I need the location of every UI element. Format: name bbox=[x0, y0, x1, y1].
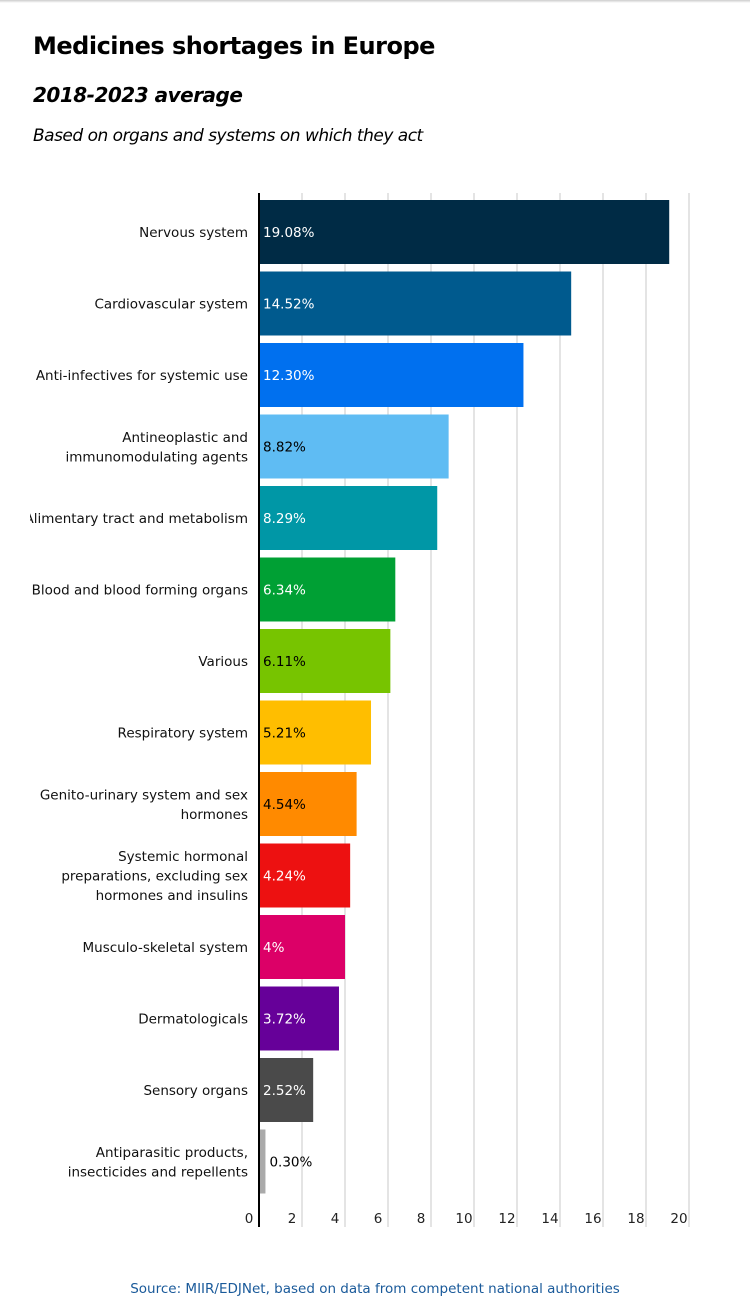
category-label: Anti-infectives for systemic use bbox=[36, 368, 248, 384]
bar bbox=[259, 486, 438, 550]
x-tick-label: 14 bbox=[541, 1211, 558, 1227]
data-label: 5.21% bbox=[263, 726, 306, 742]
bar bbox=[259, 557, 396, 622]
chart-description: Based on organs and systems on which the… bbox=[33, 126, 423, 146]
x-tick-label: 16 bbox=[584, 1211, 601, 1227]
data-label: 6.34% bbox=[263, 583, 306, 599]
bar bbox=[259, 915, 345, 979]
data-label: 0.30% bbox=[269, 1155, 312, 1171]
bar bbox=[259, 200, 670, 264]
bar bbox=[259, 629, 391, 693]
data-label: 14.52% bbox=[263, 297, 315, 313]
data-label: 12.30% bbox=[263, 368, 315, 384]
data-label: 4% bbox=[263, 940, 285, 956]
category-label: Antiparasitic products, bbox=[96, 1145, 248, 1161]
bar bbox=[259, 772, 357, 836]
source-note: Source: MIIR/EDJNet, based on data from … bbox=[130, 1281, 620, 1297]
category-label: Musculo-skeletal system bbox=[83, 940, 249, 956]
category-label: Antineoplastic and bbox=[122, 430, 248, 446]
category-label: Genito-urinary system and sex bbox=[40, 787, 248, 803]
bar bbox=[259, 1058, 314, 1122]
category-label: Systemic hormonal bbox=[118, 849, 248, 865]
x-tick-label: 0 bbox=[245, 1211, 254, 1227]
category-label: immunomodulating agents bbox=[66, 449, 248, 465]
bar bbox=[259, 986, 339, 1051]
data-label: 3.72% bbox=[263, 1012, 306, 1028]
data-label: 4.54% bbox=[263, 797, 306, 813]
category-label: hormones and insulins bbox=[96, 888, 248, 904]
x-tick-label: 12 bbox=[498, 1211, 515, 1227]
category-label: Sensory organs bbox=[143, 1083, 248, 1099]
x-tick-label: 2 bbox=[288, 1211, 297, 1227]
category-label: hormones bbox=[181, 807, 248, 823]
bar bbox=[259, 1129, 266, 1194]
chart-title: Medicines shortages in Europe bbox=[33, 32, 435, 60]
category-label: Blood and blood forming organs bbox=[32, 583, 248, 599]
x-tick-label: 18 bbox=[627, 1211, 644, 1227]
category-label: insecticides and repellents bbox=[68, 1164, 248, 1180]
bar bbox=[259, 271, 572, 336]
x-tick-label: 6 bbox=[374, 1211, 383, 1227]
data-label: 2.52% bbox=[263, 1083, 306, 1099]
category-label: Nervous system bbox=[139, 225, 248, 241]
x-tick-label: 10 bbox=[455, 1211, 472, 1227]
bar bbox=[259, 414, 449, 479]
x-tick-label: 8 bbox=[417, 1211, 426, 1227]
category-label: Dermatologicals bbox=[138, 1012, 248, 1028]
category-label: Alimentary tract and metabolism bbox=[25, 511, 249, 527]
data-label: 8.82% bbox=[263, 440, 306, 456]
data-label: 19.08% bbox=[263, 225, 315, 241]
bar bbox=[259, 843, 351, 908]
category-label: Respiratory system bbox=[118, 726, 248, 742]
data-label: 6.11% bbox=[263, 654, 306, 670]
x-tick-label: 4 bbox=[331, 1211, 340, 1227]
category-label: preparations, excluding sex bbox=[61, 869, 248, 885]
bar bbox=[259, 700, 372, 765]
x-tick-label: 20 bbox=[670, 1211, 687, 1227]
data-label: 8.29% bbox=[263, 511, 306, 527]
data-label: 4.24% bbox=[263, 869, 306, 885]
top-shadow bbox=[0, 0, 750, 3]
category-label: Various bbox=[198, 654, 248, 670]
bar bbox=[259, 343, 524, 407]
chart-subtitle: 2018-2023 average bbox=[33, 83, 243, 107]
category-label: Cardiovascular system bbox=[94, 297, 248, 313]
